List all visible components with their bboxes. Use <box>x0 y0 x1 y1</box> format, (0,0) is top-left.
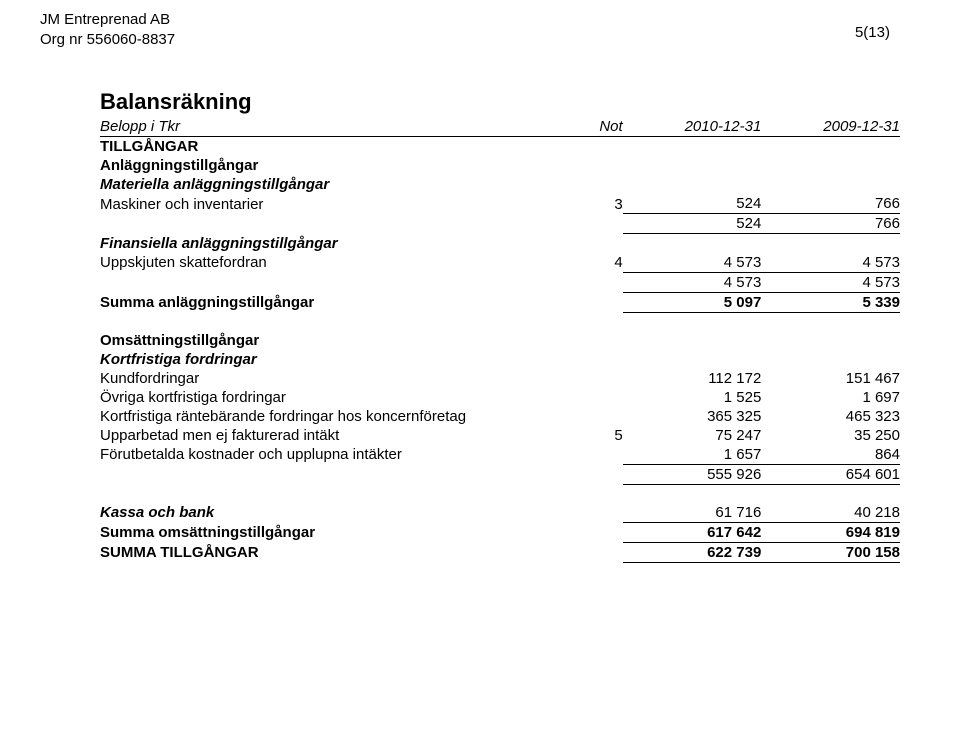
fin-row-label: Uppskjuten skattefordran <box>100 253 559 273</box>
total-v1: 622 739 <box>623 542 762 562</box>
kf-r1-v1: 112 172 <box>623 369 762 388</box>
fin-sum-v1: 4 573 <box>623 272 762 292</box>
section-assets: TILLGÅNGAR <box>100 137 900 157</box>
kf-r4-label: Upparbetad men ej fakturerad intäkt <box>100 426 559 445</box>
kf-r3-v2: 465 323 <box>761 407 900 426</box>
material-heading: Materiella anläggningstillgångar <box>100 175 559 194</box>
anl-sum-v1: 5 097 <box>623 292 762 312</box>
fin-row-v1: 4 573 <box>623 253 762 273</box>
kf-r3-label: Kortfristiga räntebärande fordringar hos… <box>100 407 559 426</box>
mat-sum-v1: 524 <box>623 214 762 234</box>
kf-r5-label: Förutbetalda kostnader och upplupna intä… <box>100 445 559 465</box>
oms-heading-row: Omsättningstillgångar <box>100 331 900 350</box>
oms-sum-v2: 694 819 <box>761 522 900 542</box>
kassa-v1: 61 716 <box>623 503 762 523</box>
mat-row-note: 3 <box>559 194 623 214</box>
spacer <box>100 484 900 503</box>
kf-sum-v2: 654 601 <box>761 464 900 484</box>
kf-heading-row: Kortfristiga fordringar <box>100 350 900 369</box>
oms-sum-label: Summa omsättningstillgångar <box>100 522 559 542</box>
anl-sum-v2: 5 339 <box>761 292 900 312</box>
fin-sum-row: 4 573 4 573 <box>100 272 900 292</box>
kassa-v2: 40 218 <box>761 503 900 523</box>
kf-r2: Övriga kortfristiga fordringar 1 525 1 6… <box>100 388 900 407</box>
column-header-row: Belopp i Tkr Not 2010-12-31 2009-12-31 <box>100 117 900 137</box>
note-header: Not <box>559 117 623 137</box>
kassa-row: Kassa och bank 61 716 40 218 <box>100 503 900 523</box>
total-v2: 700 158 <box>761 542 900 562</box>
mat-row-v1: 524 <box>623 194 762 214</box>
kf-r4: Upparbetad men ej fakturerad intäkt 5 75… <box>100 426 900 445</box>
oms-heading: Omsättningstillgångar <box>100 331 559 350</box>
kf-r3-v1: 365 325 <box>623 407 762 426</box>
kf-r1-v2: 151 467 <box>761 369 900 388</box>
kf-r5-v2: 864 <box>761 445 900 465</box>
section-fixed-assets: Anläggningstillgångar <box>100 156 900 175</box>
kassa-label: Kassa och bank <box>100 503 559 523</box>
col-header-1: 2010-12-31 <box>623 117 762 137</box>
fin-row-v2: 4 573 <box>761 253 900 273</box>
kf-r2-v2: 1 697 <box>761 388 900 407</box>
total-row: SUMMA TILLGÅNGAR 622 739 700 158 <box>100 542 900 562</box>
org-number: Org nr 556060-8837 <box>40 30 175 50</box>
kf-r1: Kundfordringar 112 172 151 467 <box>100 369 900 388</box>
fin-row: Uppskjuten skattefordran 4 4 573 4 573 <box>100 253 900 273</box>
total-label: SUMMA TILLGÅNGAR <box>100 542 559 562</box>
kf-sum-row: 555 926 654 601 <box>100 464 900 484</box>
balance-table: Belopp i Tkr Not 2010-12-31 2009-12-31 T… <box>100 117 900 563</box>
col-header-2: 2009-12-31 <box>761 117 900 137</box>
company-block: JM Entreprenad AB Org nr 556060-8837 <box>40 10 175 49</box>
kf-r2-label: Övriga kortfristiga fordringar <box>100 388 559 407</box>
anl-sum-label: Summa anläggningstillgångar <box>100 292 559 312</box>
fin-sum-v2: 4 573 <box>761 272 900 292</box>
fin-heading-row: Finansiella anläggningstillgångar <box>100 234 900 253</box>
mat-heading-row: Materiella anläggningstillgångar <box>100 175 900 194</box>
spacer <box>100 312 900 331</box>
kf-r4-v1: 75 247 <box>623 426 762 445</box>
mat-row: Maskiner och inventarier 3 524 766 <box>100 194 900 214</box>
page-number: 5(13) <box>855 24 890 41</box>
oms-sum-row: Summa omsättningstillgångar 617 642 694 … <box>100 522 900 542</box>
kf-r4-v2: 35 250 <box>761 426 900 445</box>
kf-heading: Kortfristiga fordringar <box>100 350 559 369</box>
kf-r4-note: 5 <box>559 426 623 445</box>
kf-r1-label: Kundfordringar <box>100 369 559 388</box>
oms-sum-v1: 617 642 <box>623 522 762 542</box>
section-assets-label: TILLGÅNGAR <box>100 137 559 157</box>
mat-row-label: Maskiner och inventarier <box>100 194 559 214</box>
financial-heading: Finansiella anläggningstillgångar <box>100 234 559 253</box>
fin-row-note: 4 <box>559 253 623 273</box>
mat-sum-v2: 766 <box>761 214 900 234</box>
section-fixed-assets-label: Anläggningstillgångar <box>100 156 559 175</box>
kf-sum-v1: 555 926 <box>623 464 762 484</box>
mat-row-v2: 766 <box>761 194 900 214</box>
kf-r2-v1: 1 525 <box>623 388 762 407</box>
page: JM Entreprenad AB Org nr 556060-8837 5(1… <box>0 0 960 733</box>
kf-r3: Kortfristiga räntebärande fordringar hos… <box>100 407 900 426</box>
amounts-label: Belopp i Tkr <box>100 117 559 137</box>
kf-r5-v1: 1 657 <box>623 445 762 465</box>
mat-sum-row: 524 766 <box>100 214 900 234</box>
anl-sum-row: Summa anläggningstillgångar 5 097 5 339 <box>100 292 900 312</box>
content: Balansräkning Belopp i Tkr Not 2010-12-3… <box>100 89 900 563</box>
company-name: JM Entreprenad AB <box>40 10 175 30</box>
report-title: Balansräkning <box>100 89 900 115</box>
page-header: JM Entreprenad AB Org nr 556060-8837 5(1… <box>40 10 900 49</box>
kf-r5: Förutbetalda kostnader och upplupna intä… <box>100 445 900 465</box>
